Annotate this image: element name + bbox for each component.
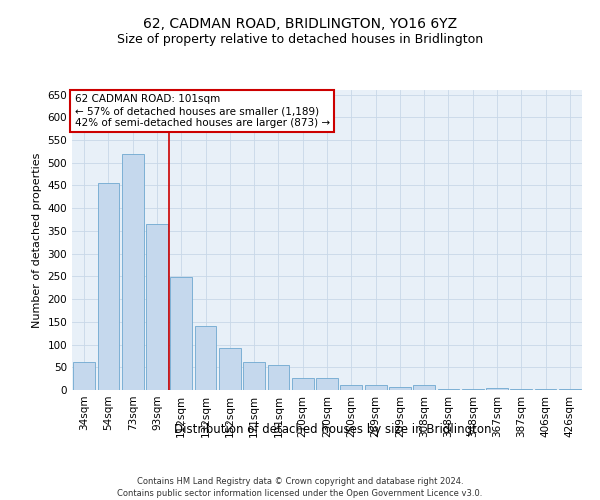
Bar: [535, 388, 556, 390]
Bar: [219, 348, 241, 390]
Bar: [340, 384, 362, 390]
Bar: [559, 388, 581, 390]
Text: Contains HM Land Registry data © Crown copyright and database right 2024.
Contai: Contains HM Land Registry data © Crown c…: [118, 476, 482, 498]
Bar: [268, 365, 289, 390]
Bar: [146, 224, 168, 390]
Bar: [170, 278, 192, 390]
Bar: [486, 388, 508, 390]
Bar: [292, 378, 314, 390]
Bar: [437, 388, 460, 390]
Bar: [122, 154, 143, 390]
Bar: [389, 387, 411, 390]
Text: 62, CADMAN ROAD, BRIDLINGTON, YO16 6YZ: 62, CADMAN ROAD, BRIDLINGTON, YO16 6YZ: [143, 18, 457, 32]
Bar: [462, 388, 484, 390]
Bar: [316, 378, 338, 390]
Bar: [511, 388, 532, 390]
Y-axis label: Number of detached properties: Number of detached properties: [32, 152, 42, 328]
Bar: [73, 362, 95, 390]
Bar: [413, 386, 435, 390]
Text: 62 CADMAN ROAD: 101sqm
← 57% of detached houses are smaller (1,189)
42% of semi-: 62 CADMAN ROAD: 101sqm ← 57% of detached…: [74, 94, 329, 128]
Bar: [243, 362, 265, 390]
Text: Size of property relative to detached houses in Bridlington: Size of property relative to detached ho…: [117, 32, 483, 46]
Bar: [194, 326, 217, 390]
Bar: [365, 384, 386, 390]
Text: Distribution of detached houses by size in Bridlington: Distribution of detached houses by size …: [174, 422, 492, 436]
Bar: [97, 183, 119, 390]
